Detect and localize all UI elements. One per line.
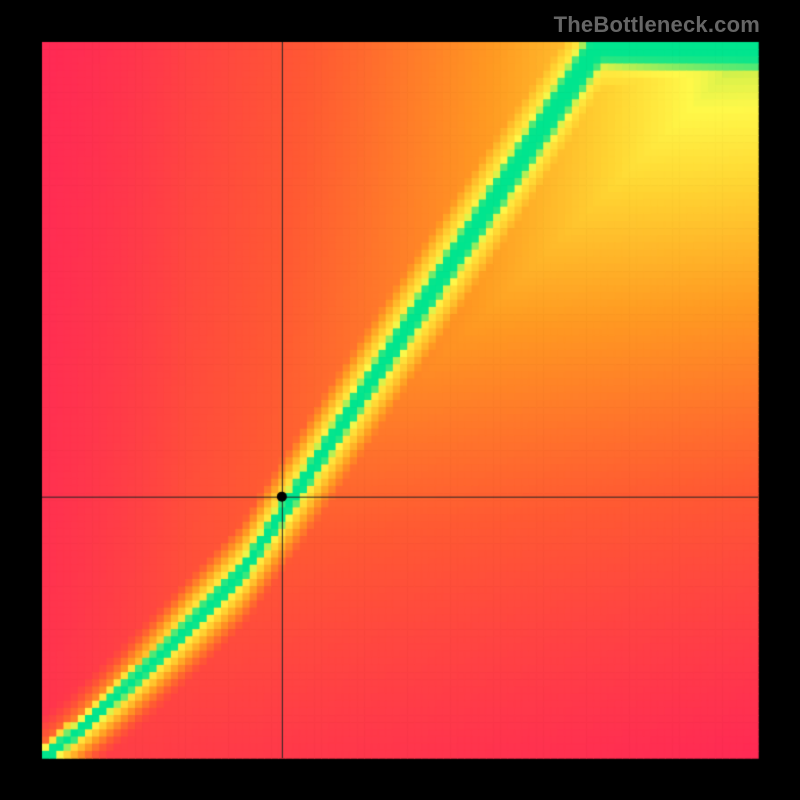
chart-container: TheBottleneck.com bbox=[0, 0, 800, 800]
watermark-text: TheBottleneck.com bbox=[554, 12, 760, 38]
heatmap-canvas bbox=[0, 0, 800, 800]
